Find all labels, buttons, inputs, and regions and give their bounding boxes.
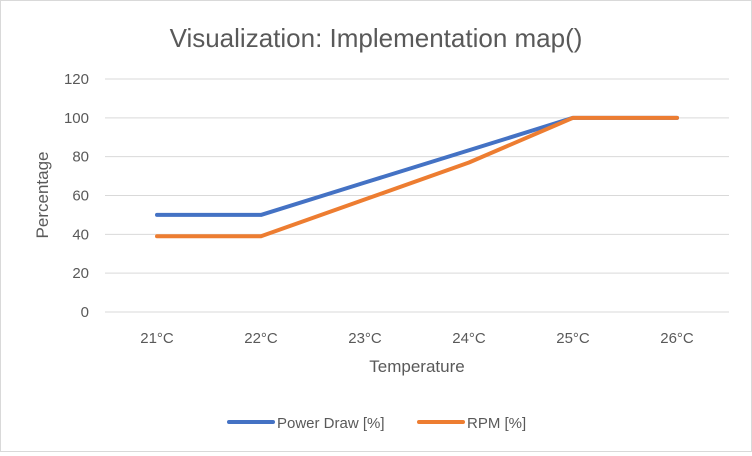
y-tick-label: 80 [72,149,89,166]
series-lines [155,115,679,239]
chart-title: Visualization: Implementation map() [170,23,583,53]
legend-item: RPM [%] [417,415,526,432]
legend-label: Power Draw [%] [277,415,385,432]
series-line-1 [155,115,679,239]
x-tick-label: 26°C [660,330,694,347]
y-axis-title: Percentage [33,152,52,239]
series-line-0 [155,115,679,217]
x-tick-label: 24°C [452,330,486,347]
y-tick-label: 60 [72,188,89,205]
y-tick-label: 40 [72,226,89,243]
x-tick-label: 23°C [348,330,382,347]
gridlines [105,78,729,313]
x-tick-label: 25°C [556,330,590,347]
x-axis-ticks: 21°C 22°C 23°C 24°C 25°C 26°C [140,330,694,347]
legend-label: RPM [%] [467,415,526,432]
x-tick-label: 22°C [244,330,278,347]
y-tick-label: 0 [81,304,89,321]
y-tick-label: 100 [64,110,89,127]
legend-item: Power Draw [%] [227,415,385,432]
legend: Power Draw [%] RPM [%] [227,415,526,432]
x-tick-label: 21°C [140,330,174,347]
y-tick-label: 20 [72,265,89,282]
y-axis-ticks: 0 20 40 60 80 100 120 [64,71,89,321]
x-axis-title: Temperature [369,357,464,376]
y-tick-label: 120 [64,71,89,88]
